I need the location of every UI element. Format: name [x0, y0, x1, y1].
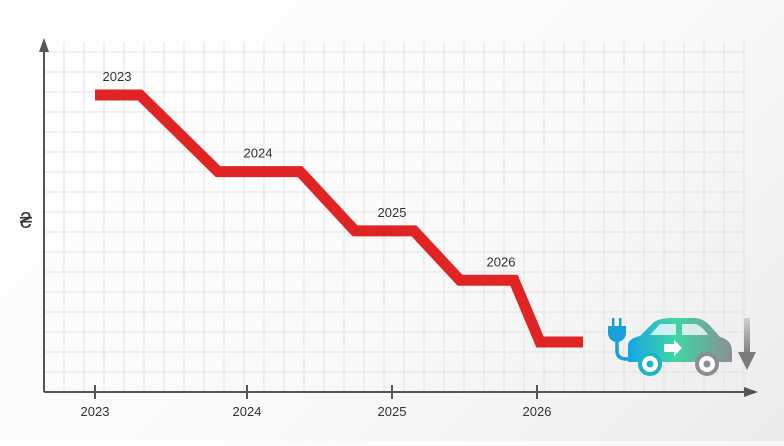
y-axis-arrow-icon [39, 38, 49, 52]
x-tick-label: 2024 [233, 404, 262, 419]
y-axis-label: ₴ [20, 208, 33, 233]
point-label: 2025 [378, 205, 407, 220]
point-label: 2023 [103, 69, 132, 84]
x-tick-label: 2026 [523, 404, 552, 419]
point-label: 2026 [487, 254, 516, 269]
down-arrow-icon [738, 318, 756, 370]
electric-car-icon [608, 318, 732, 374]
point-label: 2024 [244, 146, 273, 161]
x-tick-label: 2025 [378, 404, 407, 419]
x-axis-arrow-icon [744, 387, 758, 397]
x-tick-label: 2023 [81, 404, 110, 419]
x-ticks: 2023 2024 2025 2026 [81, 385, 552, 419]
